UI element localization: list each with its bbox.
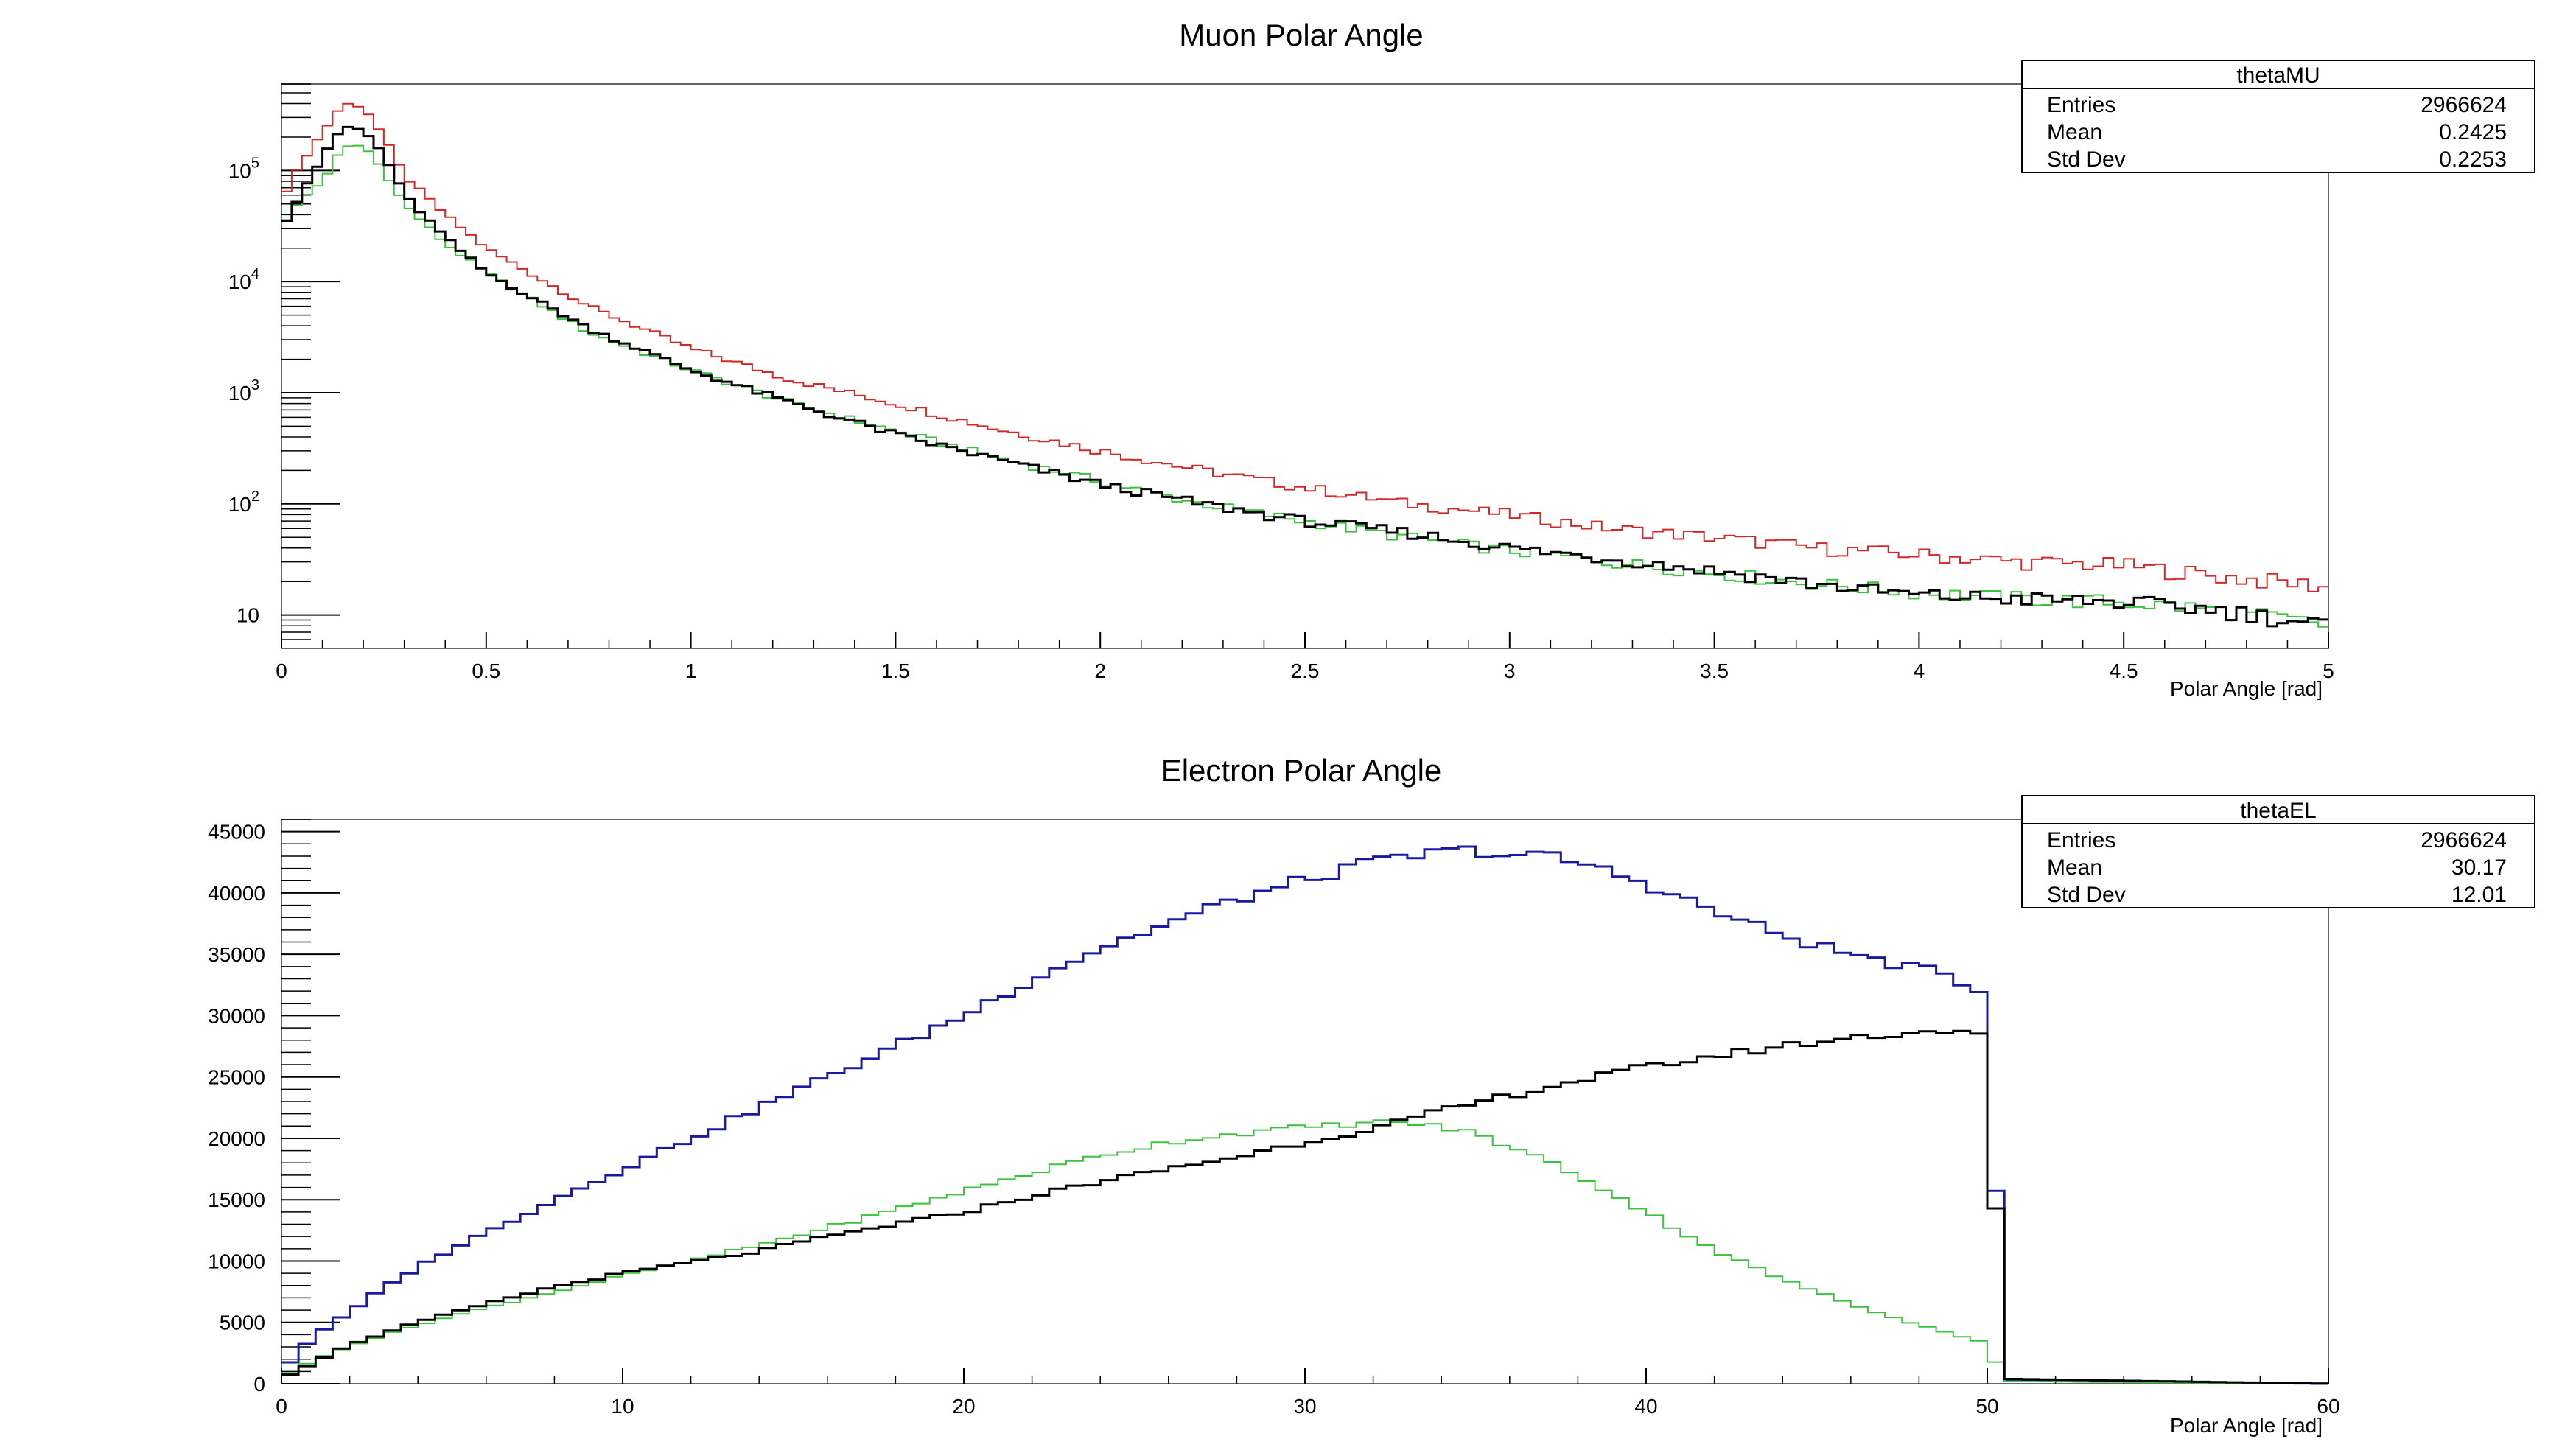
electron-stats-box-name: thetaEL <box>2240 799 2316 823</box>
muon-x-tick-label: 2 <box>1094 659 1106 682</box>
muon-series-0 <box>281 102 2328 592</box>
electron-x-tick-label: 10 <box>611 1395 634 1418</box>
muon-axis-ticks <box>281 83 2329 648</box>
muon-x-tick-label: 1.5 <box>881 659 910 682</box>
muon-chart-title: Muon Polar Angle <box>1179 18 1424 52</box>
electron-y-tick-label: 10000 <box>208 1250 265 1272</box>
electron-stats-row-value: 12.01 <box>2451 883 2507 907</box>
muon-series-2 <box>281 125 2328 628</box>
muon-x-tick-label: 0.5 <box>472 659 500 682</box>
electron-y-tick-label: 20000 <box>208 1127 265 1150</box>
muon-stats-box-name: thetaMU <box>2236 63 2320 88</box>
muon-x-tick-label: 3.5 <box>1700 659 1729 682</box>
muon-stats-box: thetaMU Entries 2966624 Mean 0.2425 Std Dev 0.… <box>2021 60 2535 173</box>
electron-y-tick-label: 35000 <box>208 943 265 966</box>
electron-x-tick-labels: 0 10 20 30 40 50 60 <box>276 1395 2339 1418</box>
muon-histogram-panel: Muon Polar Angle 0 0.5 1 1.5 2 2.5 3 3.5 4 4.5 5 1… <box>228 18 2535 700</box>
electron-y-tick-labels: 0 5000 10000 15000 20000 25000 30000 35000 40000… <box>208 821 265 1396</box>
electron-x-axis-label: Polar Angle [rad] <box>2170 1414 2323 1437</box>
muon-x-tick-label: 1 <box>685 659 697 682</box>
electron-series-2 <box>281 1029 2328 1385</box>
electron-histogram-panel: Electron Polar Angle 0 10 20 30 40 50 60 0 5000… <box>208 753 2535 1437</box>
muon-y-tick-labels: 105 104 103 102 10 <box>228 155 259 626</box>
muon-stats-box-frame <box>2021 60 2535 173</box>
muon-x-tick-label: 0 <box>276 659 287 682</box>
electron-y-tick-label: 30000 <box>208 1004 265 1027</box>
electron-stats-box-frame <box>2021 795 2535 908</box>
electron-y-tick-label: 0 <box>253 1373 265 1396</box>
muon-x-tick-label: 4 <box>1914 659 1925 682</box>
muon-stats-row-label: Std Dev <box>2047 147 2126 172</box>
muon-x-tick-label: 2.5 <box>1291 659 1320 682</box>
electron-x-tick-label: 60 <box>2317 1395 2339 1418</box>
electron-x-tick-label: 50 <box>1975 1395 1998 1418</box>
muon-x-axis-label: Polar Angle [rad] <box>2170 677 2323 700</box>
electron-x-tick-label: 30 <box>1293 1395 1316 1418</box>
muon-series-group <box>281 102 2328 628</box>
muon-stats-row-value: 2966624 <box>2421 93 2507 117</box>
muon-stats-row-label: Entries <box>2047 93 2115 117</box>
electron-stats-row-label: Std Dev <box>2047 883 2126 907</box>
muon-x-tick-labels: 0 0.5 1 1.5 2 2.5 3 3.5 4 4.5 5 <box>276 659 2334 682</box>
electron-stats-box: thetaEL Entries 2966624 Mean 30.17 Std Dev 12.… <box>2021 795 2535 908</box>
electron-y-tick-label: 40000 <box>208 882 265 905</box>
electron-stats-row-label: Entries <box>2047 828 2115 852</box>
muon-series-1 <box>281 144 2328 628</box>
electron-y-tick-label: 5000 <box>220 1312 265 1334</box>
muon-x-tick-label: 4.5 <box>2110 659 2138 682</box>
electron-axis-ticks <box>281 819 2329 1384</box>
electron-x-tick-label: 20 <box>952 1395 975 1418</box>
electron-stats-row-label: Mean <box>2047 855 2102 880</box>
electron-y-tick-label: 25000 <box>208 1066 265 1089</box>
muon-stats-row-value: 0.2425 <box>2439 120 2507 144</box>
electron-stats-row-value: 2966624 <box>2421 828 2507 852</box>
muon-y-tick-label: 103 <box>228 377 259 405</box>
electron-y-tick-label: 45000 <box>208 821 265 844</box>
electron-x-tick-label: 40 <box>1634 1395 1657 1418</box>
electron-series-group <box>281 845 2328 1385</box>
muon-stats-row-value: 0.2253 <box>2439 147 2507 172</box>
electron-series-0 <box>281 845 2328 1385</box>
muon-stats-row-label: Mean <box>2047 120 2102 144</box>
muon-x-tick-label: 5 <box>2323 659 2334 682</box>
electron-y-tick-label: 15000 <box>208 1188 265 1211</box>
electron-chart-title: Electron Polar Angle <box>1161 753 1442 788</box>
electron-x-tick-label: 0 <box>276 1395 287 1418</box>
muon-x-tick-label: 3 <box>1504 659 1516 682</box>
electron-stats-row-value: 30.17 <box>2451 855 2507 880</box>
muon-y-tick-label: 10 <box>237 604 259 627</box>
muon-y-tick-label: 105 <box>228 155 259 182</box>
muon-y-tick-label: 104 <box>228 266 259 293</box>
electron-series-1 <box>281 1119 2328 1384</box>
muon-y-tick-label: 102 <box>228 489 259 516</box>
